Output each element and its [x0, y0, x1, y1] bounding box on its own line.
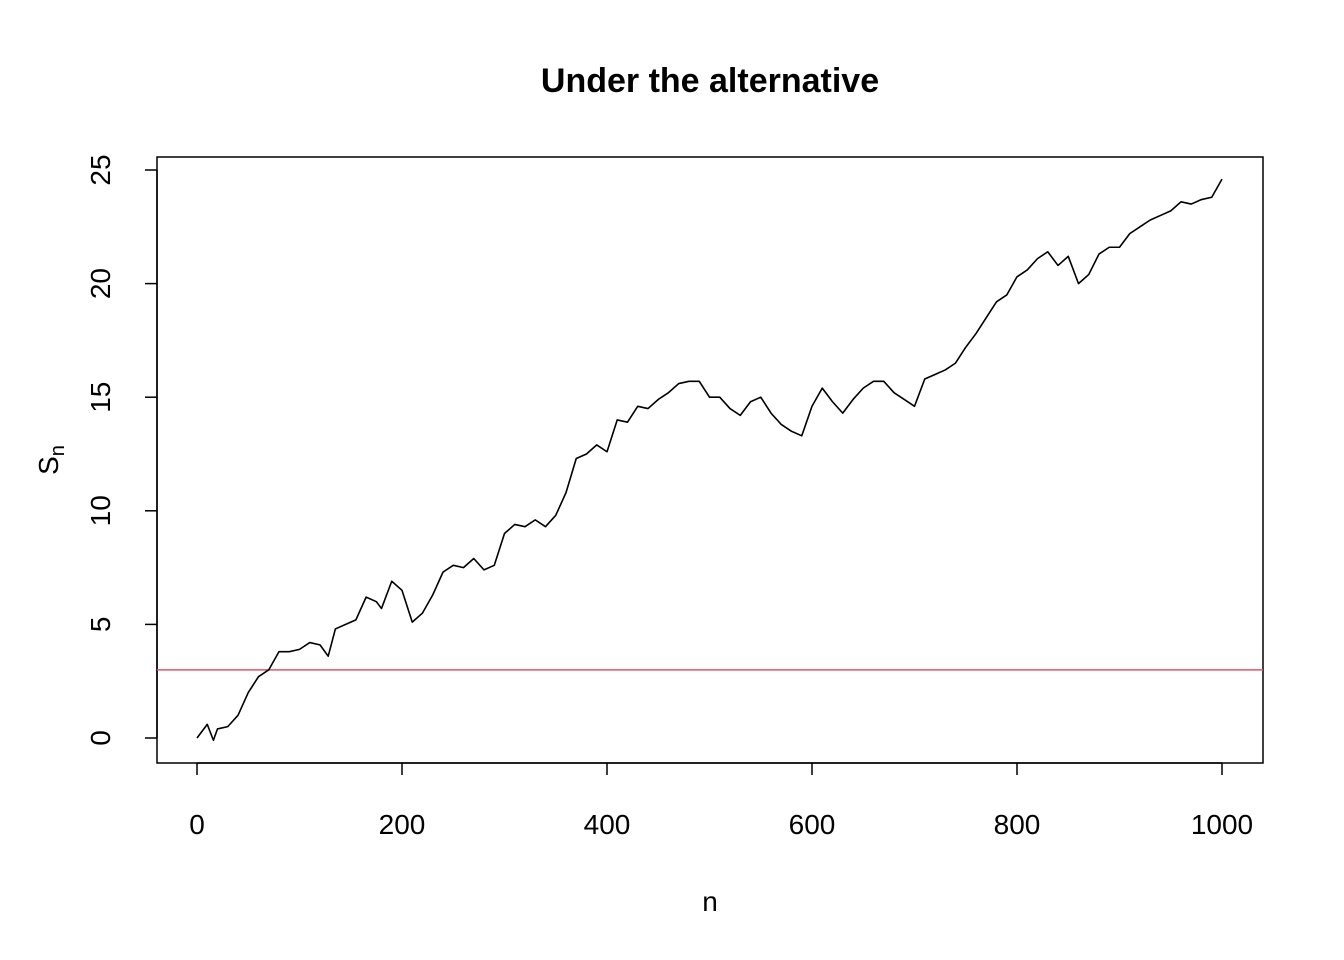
y-tick-label: 0	[85, 730, 116, 746]
plot-frame	[156, 156, 1264, 764]
x-axis-label: n	[702, 886, 718, 917]
x-tick-label: 0	[189, 809, 205, 840]
y-axis: 0 5 10 15 20 25	[85, 154, 158, 746]
x-axis: 0 200 400 600 800 1000	[189, 762, 1253, 840]
y-tick-label: 15	[85, 382, 116, 413]
y-axis-label: Sn	[33, 445, 69, 475]
y-axis-label-subscript: n	[47, 445, 69, 456]
y-tick-label: 5	[85, 617, 116, 633]
x-tick-label: 600	[789, 809, 836, 840]
y-tick-label: 25	[85, 154, 116, 185]
y-tick-label: 20	[85, 268, 116, 299]
chart-title: Under the alternative	[541, 62, 879, 100]
svg-text:Sn: Sn	[33, 445, 69, 475]
y-tick-label: 10	[85, 495, 116, 526]
series-line	[196, 178, 1223, 742]
x-tick-label: 800	[994, 809, 1041, 840]
y-axis-label-main: S	[33, 456, 64, 475]
x-tick-label: 400	[584, 809, 631, 840]
x-tick-label: 1000	[1191, 809, 1253, 840]
x-tick-label: 200	[379, 809, 426, 840]
